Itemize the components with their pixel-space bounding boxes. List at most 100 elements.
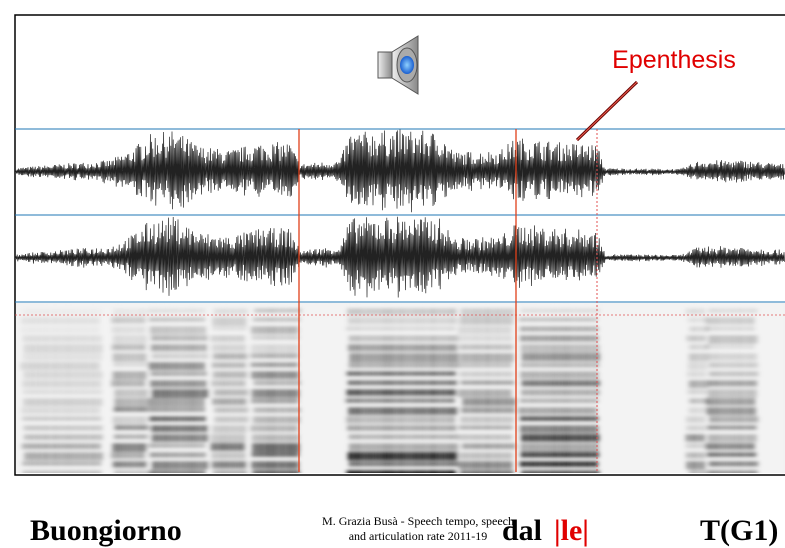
spectrogram-band: [211, 461, 247, 469]
spectrogram-striation: [443, 303, 444, 473]
waveform: [15, 129, 785, 213]
spectrogram-striation: [752, 303, 753, 473]
spectrogram-striation: [773, 303, 774, 473]
spectrogram-striation: [686, 303, 687, 473]
spectrogram-striation: [50, 303, 51, 473]
speaker-body: [377, 51, 393, 79]
spectrogram-striation: [362, 303, 363, 473]
spectrogram-striation: [533, 303, 534, 473]
spectrogram-striation: [485, 303, 486, 473]
spectrogram-striation: [428, 303, 429, 473]
spectrogram-striation: [482, 303, 483, 473]
spectrogram-band: [687, 317, 708, 324]
spectrogram-striation: [434, 303, 435, 473]
spectrogram-striation: [617, 303, 618, 473]
spectrogram-striation: [335, 303, 336, 473]
spectrogram-striation: [29, 303, 30, 473]
spectrogram: [16, 303, 785, 473]
spectrogram-striation: [83, 303, 84, 473]
speaker-icon[interactable]: [377, 35, 419, 95]
spectrogram-striation: [545, 303, 546, 473]
spectrogram-striation: [761, 303, 762, 473]
spectrogram-band: [708, 335, 759, 344]
waveform: [15, 216, 785, 298]
spectrogram-striation: [119, 303, 120, 473]
spectrogram-striation: [575, 303, 576, 473]
caption-word: |le|: [554, 514, 589, 547]
spectrogram-band: [253, 407, 302, 414]
spectrogram-band: [213, 416, 249, 423]
caption-word: dal: [502, 514, 542, 547]
spectrogram-striation: [632, 303, 633, 473]
spectrogram-striation: [521, 303, 522, 473]
spectrogram-band: [211, 398, 247, 406]
spectrogram-striation: [674, 303, 675, 473]
spectrogram-striation: [623, 303, 624, 473]
spectrogram-striation: [590, 303, 591, 473]
spectrogram-striation: [530, 303, 531, 473]
spectrogram-band: [707, 353, 758, 361]
spectrogram-band: [23, 425, 104, 431]
annotation-pointer-highlight: [576, 81, 638, 141]
spectrogram-band: [20, 407, 101, 415]
spectrogram-band: [347, 380, 458, 386]
spectrogram-band: [23, 371, 104, 379]
spectrogram-striation: [161, 303, 162, 473]
spectrogram-striation: [629, 303, 630, 473]
waveforms: [15, 129, 785, 298]
spectrogram-band: [708, 470, 759, 473]
spectrogram-band: [23, 434, 104, 441]
spectrogram-striation: [68, 303, 69, 473]
spectrogram-striation: [608, 303, 609, 473]
spectrogram-band: [20, 317, 101, 325]
spectrogram-striation: [92, 303, 93, 473]
spectrogram-striation: [383, 303, 384, 473]
spectrogram-band: [460, 380, 515, 386]
spectrogram-band: [519, 326, 599, 332]
spectrogram-striation: [134, 303, 135, 473]
spectrogram-band: [686, 335, 707, 342]
spectrogram-striation: [368, 303, 369, 473]
spectrogram-striation: [410, 303, 411, 473]
spectrogram-striation: [719, 303, 720, 473]
spectrogram-band: [250, 326, 299, 335]
spectrogram-striation: [689, 303, 690, 473]
spectrogram-striation: [332, 303, 333, 473]
spectrogram-striation: [581, 303, 582, 473]
spectrogram-band: [211, 362, 247, 369]
spectrogram-band: [20, 326, 101, 334]
spectrogram-striation: [74, 303, 75, 473]
spectrogram-striation: [413, 303, 414, 473]
spectrogram-striation: [260, 303, 261, 473]
spectrogram-striation: [23, 303, 24, 473]
spectrogram-band: [707, 389, 758, 398]
spectrogram-band: [519, 425, 599, 434]
spectrogram-striation: [749, 303, 750, 473]
spectrogram-striation: [149, 303, 150, 473]
spectrogram-striation: [716, 303, 717, 473]
spectrogram-band: [21, 443, 102, 450]
spectrogram-striation: [554, 303, 555, 473]
spectrogram-striation: [98, 303, 99, 473]
spectrogram-striation: [173, 303, 174, 473]
spectrogram-striation: [452, 303, 453, 473]
spectrogram-striation: [377, 303, 378, 473]
spectrogram-band: [687, 362, 708, 371]
spectrogram-striation: [59, 303, 60, 473]
spectrogram-striation: [635, 303, 636, 473]
spectrogram-striation: [65, 303, 66, 473]
spectrogram-band: [345, 389, 456, 396]
spectrogram-striation: [587, 303, 588, 473]
spectrogram-band: [151, 461, 209, 470]
spectrogram-striation: [269, 303, 270, 473]
spectrogram-band: [253, 380, 302, 386]
spectrogram-striation: [140, 303, 141, 473]
spectrogram-band: [111, 371, 147, 380]
spectrogram-striation: [476, 303, 477, 473]
spectrogram-striation: [344, 303, 345, 473]
spectrogram-striation: [62, 303, 63, 473]
spectrogram-striation: [227, 303, 228, 473]
spectrogram-striation: [710, 303, 711, 473]
spectrogram-striation: [131, 303, 132, 473]
